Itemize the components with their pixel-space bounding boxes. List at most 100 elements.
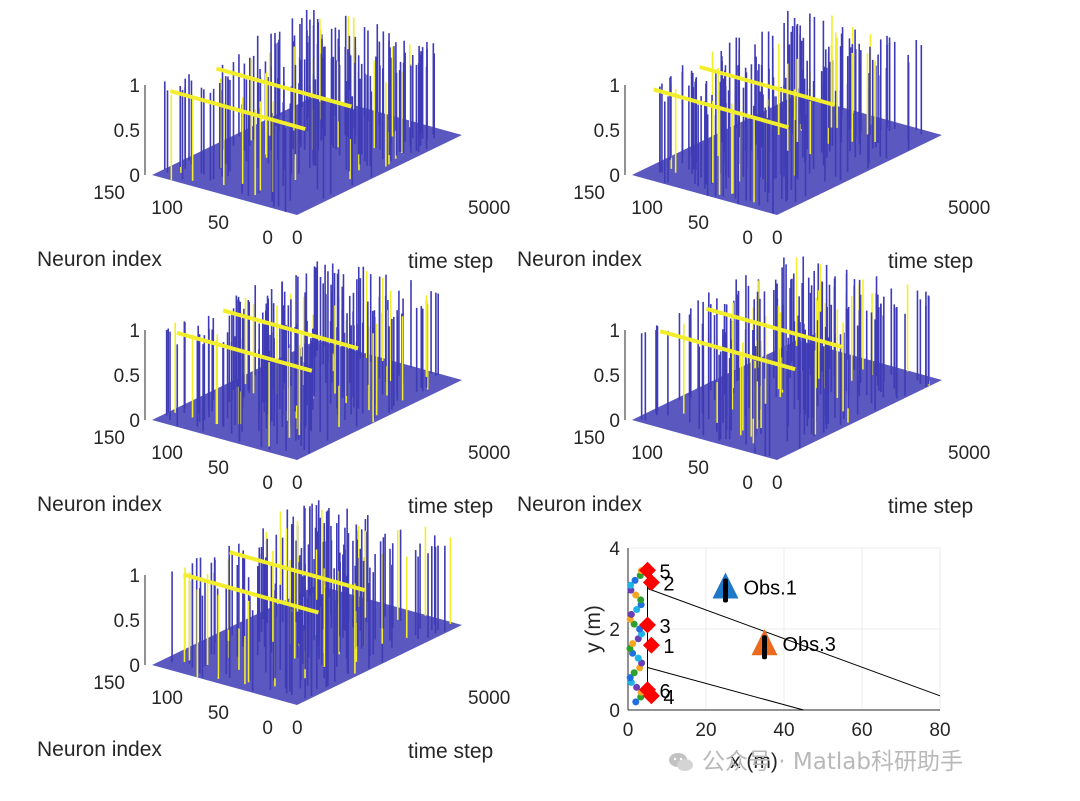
time-tick-label: 0 [772,228,783,249]
y-tick-label: 2 [609,620,620,641]
agent-trail-dot [627,610,635,618]
agent-trail-dot [633,683,641,691]
agent-marker [639,681,656,699]
neuron-tick-label: 50 [688,458,709,479]
neuron-tick-label: 100 [631,443,663,464]
agent-label: 2 [663,573,674,595]
time-tick-label: 5000 [468,688,510,709]
y-axis-label: y (m) [582,605,605,653]
agent-trail-dot [632,591,640,599]
active-ridge [169,89,306,131]
time-axis-label: time step [888,250,973,273]
watermark: 公众号 · Matlab科研助手 [668,742,963,776]
obstacle-label: Obs.1 [744,578,797,600]
agent-marker [639,561,656,579]
agent-marker [639,616,656,634]
z-tick-label: 0.5 [114,121,140,142]
agent-trail-dot [638,659,646,667]
neuron-tick-label: 100 [151,443,183,464]
neuron-tick-label: 0 [262,473,273,494]
active-ridge [659,329,796,372]
neuron-tick-label: 100 [151,688,183,709]
neuron-tick-label: 150 [573,428,605,449]
x-axis-label: x (m) [730,750,778,773]
z-tick-label: 0 [609,166,620,187]
z-tick-label: 1 [129,566,140,587]
time-axis-label: time step [408,740,493,763]
raster-floor [152,95,462,215]
time-axis-label: time step [408,250,493,273]
time-tick-label: 0 [772,473,783,494]
watermark-text: 公众号 · Matlab科研助手 [702,749,963,775]
time-tick-label: 5000 [948,443,990,464]
z-tick-label: 0.5 [594,121,620,142]
obstacle-pole [723,578,728,603]
agent-label: 5 [660,561,671,583]
z-tick-label: 0.5 [114,366,140,387]
agent-trail-dot [632,698,640,706]
time-tick-label: 5000 [468,443,510,464]
x-tick-label: 60 [851,720,872,741]
obstacle-label: Obs.3 [783,634,836,656]
agent-trail-dot [626,674,634,682]
z-tick-label: 0 [129,656,140,677]
neuron-tick-label: 0 [262,228,273,249]
agent-marker [642,636,660,654]
agent-label: 3 [660,616,671,638]
z-tick-label: 0.5 [594,366,620,387]
active-ridge [176,330,313,373]
neuron-tick-label: 50 [208,458,229,479]
neuron-axis-label: Neuron index [37,738,162,761]
neuron-axis-label: Neuron index [517,493,642,516]
agent-trail-dot [633,606,641,614]
neuron-axis-label: Neuron index [517,248,642,271]
active-ridge [182,572,319,615]
agent-trail-dot [630,620,638,628]
neuron-tick-label: 0 [262,718,273,739]
z-tick-label: 1 [609,76,620,97]
time-tick-label: 0 [292,718,303,739]
time-tick-label: 5000 [948,198,990,219]
neuron-tick-label: 50 [688,213,709,234]
agent-trail-dot [627,581,635,589]
x-tick-label: 0 [623,720,634,741]
time-tick-label: 5000 [468,198,510,219]
time-axis-label: time step [408,495,493,518]
active-ridge [215,66,352,109]
time-tick-label: 0 [292,228,303,249]
z-tick-label: 0.5 [114,611,140,632]
agent-trail-dot [630,669,638,677]
time-axis-label: time step [888,495,973,518]
neuron-axis-label: Neuron index [37,493,162,516]
neuron-tick-label: 150 [93,428,125,449]
trajectory-line [647,588,941,697]
x-tick-label: 80 [929,720,950,741]
neuron-tick-label: 100 [631,198,663,219]
agent-label: 1 [663,636,674,658]
trajectory-line [647,666,804,711]
y-tick-label: 4 [609,539,620,560]
y-tick-label: 0 [609,701,620,722]
neuron-axis-label: Neuron index [37,248,162,271]
neuron-tick-label: 100 [151,198,183,219]
active-ridge [705,306,842,349]
active-ridge [229,550,366,593]
panel-trajectory: 0 20 40 60 80 0 2 4 x (m) y (m) Obs.1 Obs.3 1 2 3 4 5 6 [582,539,951,773]
agent-trail-dot [631,576,639,584]
agent-trail-dot [629,640,637,648]
neuron-tick-label: 150 [93,673,125,694]
neuron-tick-label: 0 [742,228,753,249]
z-tick-label: 0 [129,411,140,432]
neuron-tick-label: 50 [208,213,229,234]
active-ridge [222,308,359,351]
z-tick-label: 0 [129,166,140,187]
neuron-tick-label: 150 [573,183,605,204]
agent-trail-dot [634,654,642,662]
agent-label: 4 [663,687,674,709]
active-ridge [699,65,836,107]
